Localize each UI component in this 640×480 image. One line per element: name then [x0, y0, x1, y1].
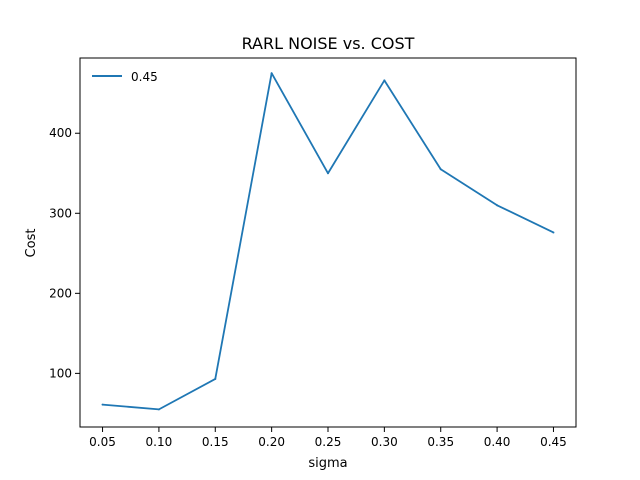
x-tick-label: 0.25	[315, 435, 342, 449]
data-point	[157, 408, 160, 411]
data-point	[101, 403, 104, 406]
x-tick-label: 0.10	[146, 435, 173, 449]
series-layer	[101, 72, 555, 411]
y-axis-label: Cost	[24, 229, 39, 258]
x-axis: 0.05 0.10 0.15 0.20 0.25 0.30 0.35 0.40 0.45	[89, 427, 567, 449]
data-point	[496, 204, 499, 207]
data-point	[270, 72, 273, 75]
data-point	[439, 168, 442, 171]
x-tick-label: 0.40	[484, 435, 511, 449]
x-tick-label: 0.15	[202, 435, 229, 449]
x-axis-label: sigma	[308, 456, 347, 471]
x-tick-label: 0.45	[540, 435, 567, 449]
y-tick-label: 200	[49, 286, 72, 300]
data-point	[214, 377, 217, 380]
legend-label-0-45: 0.45	[131, 70, 158, 84]
data-point	[552, 231, 555, 234]
y-tick-label: 400	[49, 126, 72, 140]
y-axis: 100 200 300 400	[49, 126, 80, 380]
chart-title: RARL NOISE vs. COST	[242, 34, 415, 53]
data-point	[383, 79, 386, 82]
x-tick-label: 0.35	[427, 435, 454, 449]
x-tick-label: 0.30	[371, 435, 398, 449]
legend: 0.45	[92, 70, 158, 84]
plot-area	[79, 57, 577, 428]
y-tick-label: 300	[49, 206, 72, 220]
series-line-0-45	[102, 72, 554, 411]
y-tick-label: 100	[49, 366, 72, 380]
x-tick-label: 0.20	[258, 435, 285, 449]
data-point	[327, 172, 329, 175]
x-tick-label: 0.05	[89, 435, 116, 449]
